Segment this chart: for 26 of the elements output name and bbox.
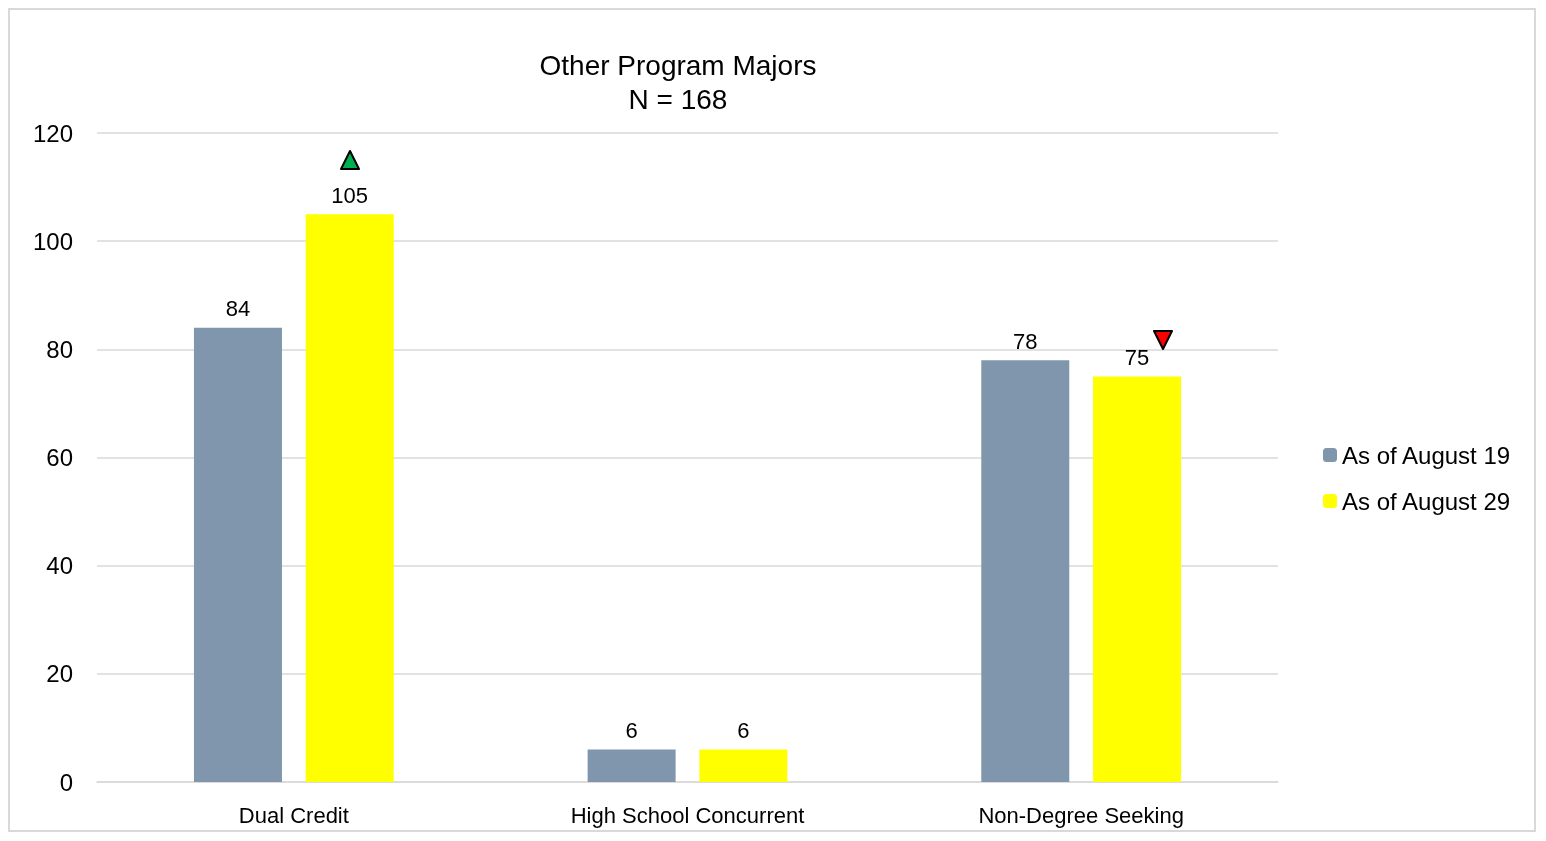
chart-title: Other Program Majors	[539, 49, 817, 81]
bar	[193, 327, 282, 782]
y-tick-label: 80	[46, 335, 73, 363]
y-tick-label: 20	[46, 660, 73, 688]
data-label: 6	[625, 718, 638, 744]
x-tick-label: Non-Degree Seeking	[978, 802, 1184, 828]
data-label: 75	[1124, 344, 1150, 370]
y-tick-label: 40	[46, 552, 73, 580]
chart-subtitle: N = 168	[628, 83, 728, 115]
y-tick-label: 0	[59, 768, 73, 796]
x-tick-label: Dual Credit	[238, 802, 349, 828]
legend-label: As of August 29	[1342, 487, 1511, 515]
bar	[1093, 376, 1182, 782]
y-tick-label: 120	[32, 119, 73, 147]
bar	[587, 749, 676, 782]
bar	[981, 360, 1070, 782]
data-label: 84	[225, 296, 251, 322]
data-label: 6	[737, 718, 750, 744]
y-tick-label: 60	[46, 444, 73, 471]
bar	[699, 749, 788, 782]
data-label: 78	[1013, 328, 1038, 354]
y-tick-label: 100	[32, 227, 73, 255]
legend-label: As of August 19	[1342, 441, 1511, 469]
x-tick-label: High School Concurrent	[570, 802, 805, 828]
bar	[305, 214, 394, 782]
data-label: 105	[331, 182, 369, 208]
